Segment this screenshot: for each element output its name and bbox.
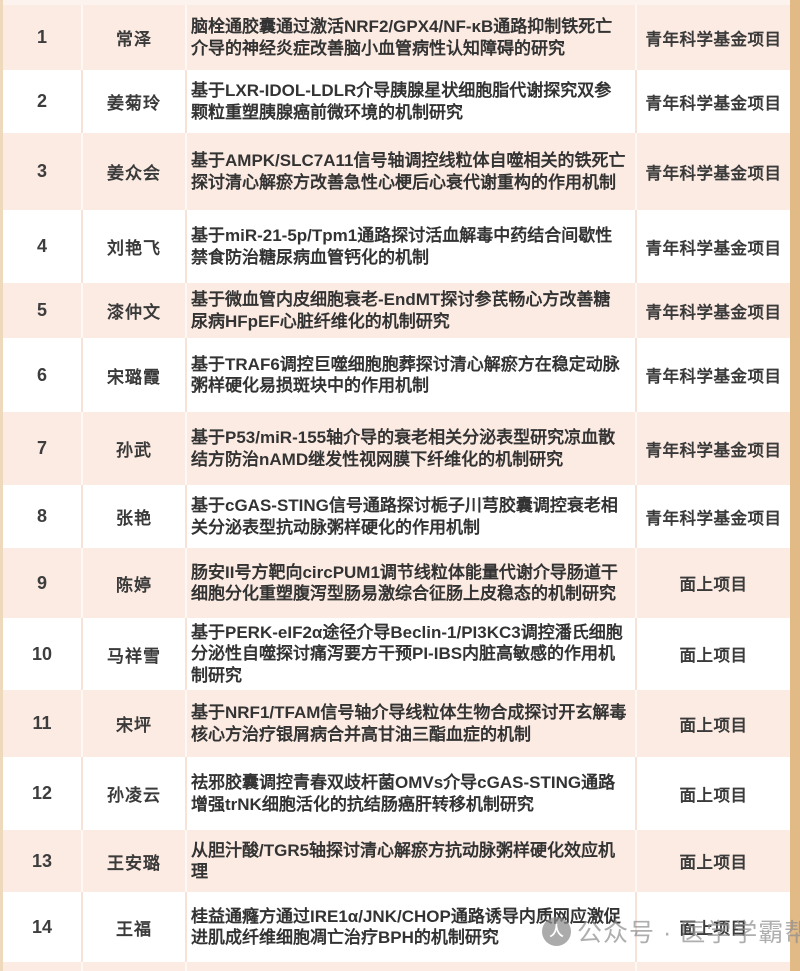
row-number: 5 — [3, 283, 83, 338]
row-number: 13 — [3, 830, 83, 892]
table-row: 9 陈婷 肠安II号方靶向circPUM1调节线粒体能量代谢介导肠道干细胞分化重… — [3, 548, 790, 618]
cropped-cell — [187, 962, 637, 971]
applicant-name: 漆仲文 — [83, 283, 187, 338]
applicant-name: 姜众会 — [83, 133, 187, 210]
applicant-name: 刘艳飞 — [83, 210, 187, 283]
project-type: 面上项目 — [679, 647, 748, 665]
table-row: 3 姜众会 基于AMPK/SLC7A11信号轴调控线粒体自噬相关的铁死亡探讨清心… — [3, 133, 790, 210]
applicant-name: 宋璐霞 — [83, 338, 187, 412]
cropped-cell — [83, 962, 187, 971]
project-type: 青年科学基金项目 — [645, 509, 782, 528]
project-type: 青年科学基金项目 — [645, 239, 782, 258]
project-title: 基于miR-21-5p/Tpm1通路探讨活血解毒中药结合间歇性禁食防治糖尿病血管… — [187, 210, 637, 283]
row-number: 11 — [3, 690, 83, 757]
table-row: 12 孙凌云 祛邪胶囊调控青春双歧杆菌OMVs介导cGAS-STING通路增强t… — [3, 757, 790, 830]
applicant-name: 常泽 — [83, 5, 187, 70]
row-number: 12 — [3, 757, 83, 830]
project-type: 面上项目 — [679, 920, 748, 938]
project-type: 青年科学基金项目 — [645, 164, 782, 183]
applicant-name: 孙武 — [83, 412, 187, 485]
project-title: 基于NRF1/TFAM信号轴介导线粒体生物合成探讨开玄解毒核心方治疗银屑病合并高… — [187, 690, 637, 757]
row-number: 1 — [3, 5, 83, 70]
row-number: 4 — [3, 210, 83, 283]
cropped-cell — [637, 962, 790, 971]
project-type: 青年科学基金项目 — [645, 368, 782, 386]
cropped-cell — [3, 962, 83, 971]
project-title: 基于P53/miR-155轴介导的衰老相关分泌表型研究凉血散结方防治nAMD继发… — [187, 412, 637, 485]
row-number: 7 — [3, 412, 83, 485]
applicant-name: 陈婷 — [83, 548, 187, 618]
row-number: 2 — [3, 70, 83, 133]
project-type: 青年科学基金项目 — [645, 94, 782, 113]
project-title: 基于LXR-IDOL-LDLR介导胰腺星状细胞脂代谢探究双参颗粒重塑胰腺癌前微环… — [187, 70, 637, 133]
cropped-row-bottom — [3, 962, 790, 971]
project-type: 面上项目 — [679, 716, 748, 735]
right-border-rail — [789, 0, 800, 971]
table-row: 10 马祥雪 基于PERK-eIF2α途径介导Beclin-1/PI3KC3调控… — [3, 618, 790, 690]
project-type: 青年科学基金项目 — [645, 303, 782, 322]
cropped-row-top — [3, 0, 790, 5]
row-number: 3 — [3, 133, 83, 210]
row-number: 8 — [3, 485, 83, 548]
table-row: 14 王福 桂益通癃方通过IRE1α/JNK/CHOP通路诱导内质网应激促进肌成… — [3, 892, 790, 962]
projects-table: 1 常泽 脑栓通胶囊通过激活NRF2/GPX4/NF-κB通路抑制铁死亡介导的神… — [3, 0, 790, 971]
project-type: 面上项目 — [679, 786, 748, 805]
project-title: 从胆汁酸/TGR5轴探讨清心解瘀方抗动脉粥样硬化效应机理 — [187, 830, 637, 892]
applicant-name: 张艳 — [83, 485, 187, 548]
row-number: 14 — [3, 892, 83, 962]
row-number: 9 — [3, 548, 83, 618]
table-row: 7 孙武 基于P53/miR-155轴介导的衰老相关分泌表型研究凉血散结方防治n… — [3, 412, 790, 485]
project-title: 基于TRAF6调控巨噬细胞胞葬探讨清心解瘀方在稳定动脉粥样硬化易损斑块中的作用机… — [187, 338, 637, 412]
project-type: 面上项目 — [679, 576, 748, 594]
project-title: 祛邪胶囊调控青春双歧杆菌OMVs介导cGAS-STING通路增强trNK细胞活化… — [187, 757, 637, 830]
project-title: 脑栓通胶囊通过激活NRF2/GPX4/NF-κB通路抑制铁死亡介导的神经炎症改善… — [187, 5, 637, 70]
project-type: 面上项目 — [679, 854, 748, 872]
left-border-rail — [0, 0, 3, 971]
applicant-name: 姜菊玲 — [83, 70, 187, 133]
table-row: 2 姜菊玲 基于LXR-IDOL-LDLR介导胰腺星状细胞脂代谢探究双参颗粒重塑… — [3, 70, 790, 133]
table-row: 6 宋璐霞 基于TRAF6调控巨噬细胞胞葬探讨清心解瘀方在稳定动脉粥样硬化易损斑… — [3, 338, 790, 412]
table-row: 1 常泽 脑栓通胶囊通过激活NRF2/GPX4/NF-κB通路抑制铁死亡介导的神… — [3, 5, 790, 70]
applicant-name: 宋坪 — [83, 690, 187, 757]
project-title: 基于PERK-eIF2α途径介导Beclin-1/PI3KC3调控潘氏细胞分泌性… — [187, 618, 637, 690]
table-row: 4 刘艳飞 基于miR-21-5p/Tpm1通路探讨活血解毒中药结合间歇性禁食防… — [3, 210, 790, 283]
table-row: 5 漆仲文 基于微血管内皮细胞衰老-EndMT探讨参芪畅心方改善糖尿病HFpEF… — [3, 283, 790, 338]
project-type: 青年科学基金项目 — [645, 441, 782, 460]
project-title: 基于微血管内皮细胞衰老-EndMT探讨参芪畅心方改善糖尿病HFpEF心脏纤维化的… — [187, 283, 637, 338]
applicant-name: 孙凌云 — [83, 757, 187, 830]
table-row: 13 王安璐 从胆汁酸/TGR5轴探讨清心解瘀方抗动脉粥样硬化效应机理 面上项目 — [3, 830, 790, 892]
applicant-name: 王福 — [83, 892, 187, 962]
table-row: 8 张艳 基于cGAS-STING信号通路探讨栀子川芎胶囊调控衰老相关分泌表型抗… — [3, 485, 790, 548]
project-title: 基于cGAS-STING信号通路探讨栀子川芎胶囊调控衰老相关分泌表型抗动脉粥样硬… — [187, 485, 637, 548]
applicant-name: 王安璐 — [83, 830, 187, 892]
applicant-name: 马祥雪 — [83, 618, 187, 690]
row-number: 6 — [3, 338, 83, 412]
project-title: 基于AMPK/SLC7A11信号轴调控线粒体自噬相关的铁死亡探讨清心解瘀方改善急… — [187, 133, 637, 210]
project-type: 青年科学基金项目 — [645, 30, 782, 49]
row-number: 10 — [3, 618, 83, 690]
table-row: 11 宋坪 基于NRF1/TFAM信号轴介导线粒体生物合成探讨开玄解毒核心方治疗… — [3, 690, 790, 757]
project-title: 桂益通癃方通过IRE1α/JNK/CHOP通路诱导内质网应激促进肌成纤维细胞凋亡… — [187, 892, 637, 962]
project-title: 肠安II号方靶向circPUM1调节线粒体能量代谢介导肠道干细胞分化重塑腹泻型肠… — [187, 548, 637, 618]
